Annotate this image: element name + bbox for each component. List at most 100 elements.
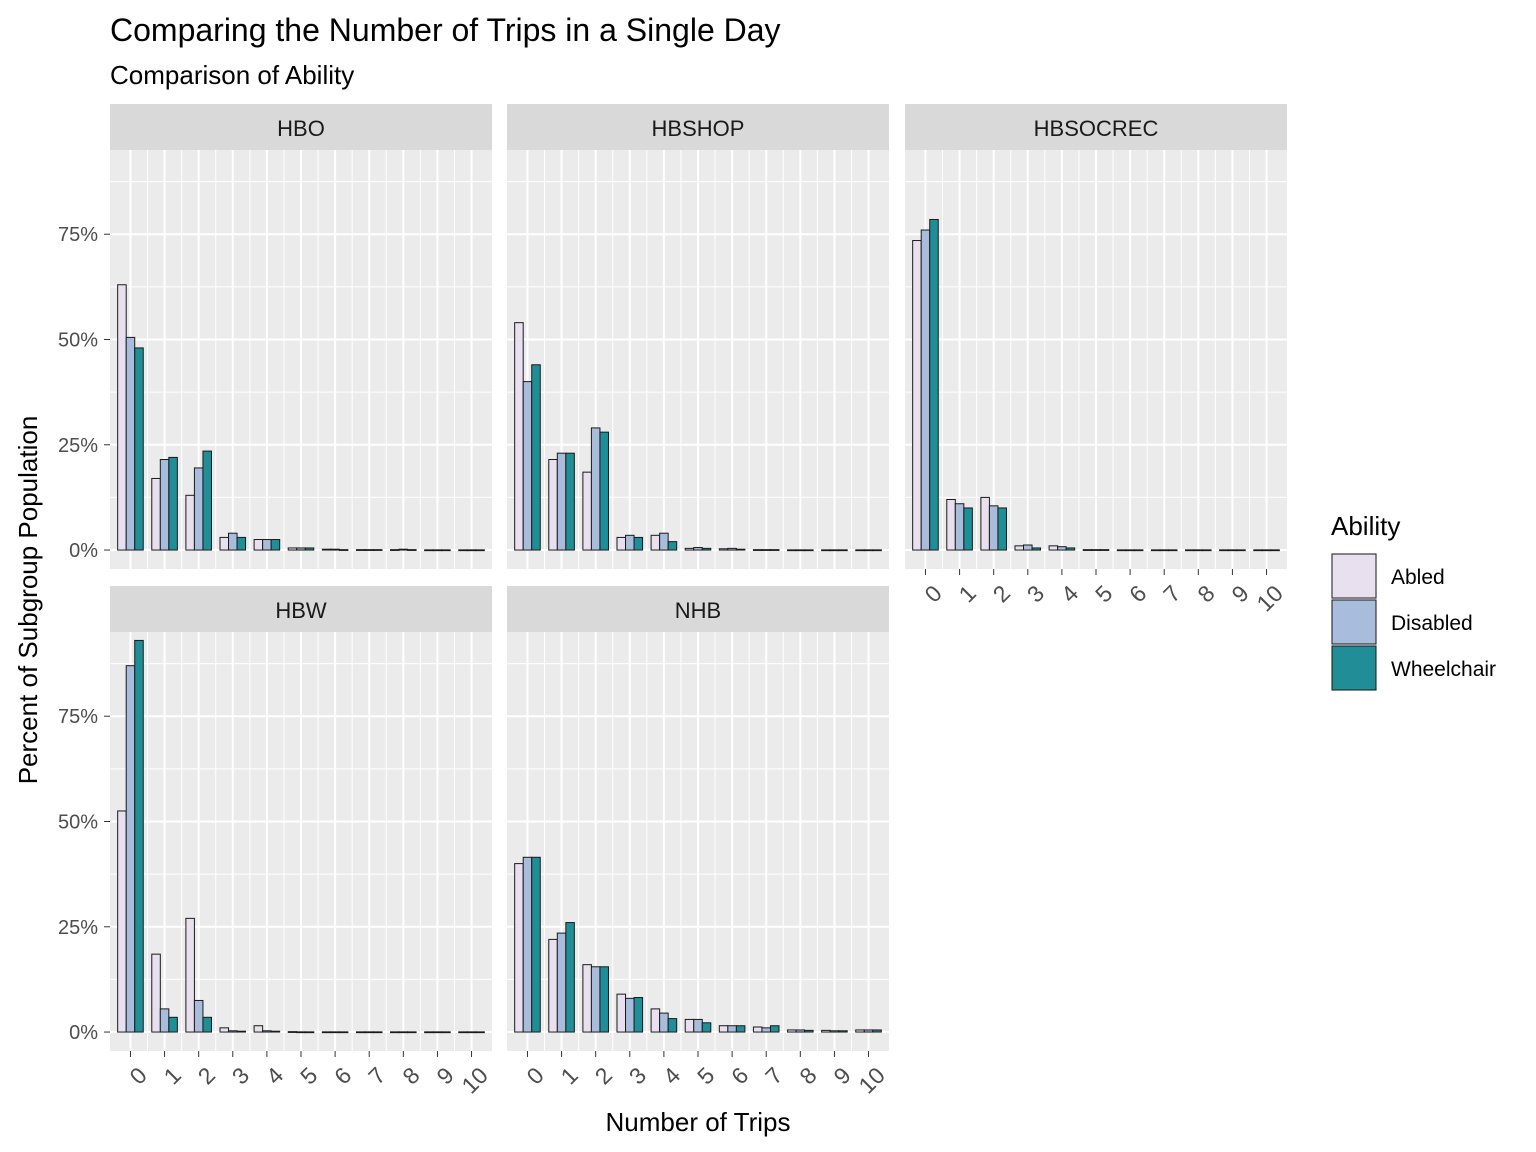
bar-abled-0 [117, 810, 127, 1033]
facet-strip [905, 104, 1287, 150]
panel-hbo: HBO 0% 25% 50% 75% [58, 104, 492, 569]
x-tick-label: 6 [329, 1062, 356, 1089]
bar-disabled-6 [330, 1031, 340, 1034]
bar-wheelchair-2 [599, 431, 609, 551]
bar-abled-4 [650, 534, 661, 551]
bar-wheelchair-2 [997, 507, 1007, 551]
bar-abled-8 [390, 549, 400, 551]
bar-wheelchair-4 [270, 539, 281, 551]
bar-abled-2 [185, 917, 195, 1033]
bar-disabled-0 [125, 665, 136, 1033]
bar-disabled-7 [761, 549, 771, 551]
bar-wheelchair-6 [735, 548, 746, 551]
bar-abled-0 [117, 284, 127, 551]
bar-wheelchair-5 [1099, 549, 1110, 551]
x-tick-label: 5 [692, 1062, 719, 1089]
bar-wheelchair-2 [202, 450, 212, 551]
bar-wheelchair-7 [372, 1031, 383, 1034]
bar-wheelchair-10 [1270, 549, 1280, 552]
bar-wheelchair-0 [531, 364, 541, 551]
x-tick-label: 0 [124, 1062, 151, 1089]
bar-wheelchair-4 [270, 1030, 281, 1033]
bar-abled-7 [752, 549, 763, 551]
bar-abled-10 [1253, 549, 1263, 552]
x-tick-label: 9 [431, 1062, 458, 1089]
bar-wheelchair-8 [407, 1031, 417, 1034]
facet-strip-label: HBSHOP [652, 116, 745, 141]
bar-disabled-0 [522, 856, 533, 1033]
bar-disabled-6 [1125, 549, 1135, 552]
x-tick-label: 10 [456, 1062, 492, 1098]
bar-disabled-6 [330, 548, 340, 551]
bar-disabled-5 [693, 547, 703, 551]
bar-wheelchair-8 [1202, 549, 1212, 552]
bar-disabled-9 [829, 1030, 840, 1033]
bar-wheelchair-0 [134, 639, 144, 1033]
bar-abled-1 [946, 499, 956, 551]
bar-wheelchair-9 [1236, 549, 1246, 552]
x-tick-label: 1 [159, 1062, 186, 1089]
bar-disabled-5 [296, 547, 306, 551]
bar-disabled-4 [262, 539, 272, 551]
bar-abled-6 [1116, 549, 1127, 552]
bar-abled-7 [355, 549, 366, 551]
bar-wheelchair-8 [804, 549, 814, 552]
panel-hbshop: HBSHOP [507, 104, 889, 569]
bar-abled-2 [582, 964, 592, 1033]
x-tick-label: 8 [1192, 580, 1219, 607]
bar-wheelchair-3 [1031, 547, 1042, 551]
bar-wheelchair-1 [565, 452, 575, 551]
bar-abled-9 [1219, 549, 1229, 552]
facet-strip [507, 586, 889, 632]
bar-disabled-5 [693, 1018, 703, 1033]
y-axis-title: Percent of Subgroup Population [13, 416, 43, 785]
facet-strip [110, 104, 492, 150]
facet-strip [507, 104, 889, 150]
bar-wheelchair-9 [838, 549, 848, 552]
bar-wheelchair-2 [599, 966, 609, 1033]
bar-abled-5 [684, 1018, 695, 1033]
bar-disabled-10 [863, 549, 874, 552]
bar-wheelchair-10 [872, 1029, 882, 1033]
bar-disabled-1 [954, 503, 965, 551]
bar-abled-4 [253, 539, 264, 551]
bar-abled-3 [219, 1027, 230, 1033]
legend-key-wheelchair [1331, 645, 1377, 691]
panel-hbw: HBW 0% 25% 50% 75% 0 1 2 3 4 5 6 7 8 910 [58, 586, 493, 1099]
bar-abled-2 [185, 494, 195, 551]
bar-wheelchair-6 [338, 1031, 349, 1034]
bar-disabled-4 [659, 532, 669, 551]
bar-abled-6 [321, 1031, 332, 1034]
bar-abled-2 [980, 496, 990, 551]
bar-disabled-10 [466, 1031, 477, 1034]
bar-wheelchair-7 [1167, 549, 1178, 552]
panel-hbsocrec: HBSOCREC 0 1 2 3 4 5 6 7 8 910 [905, 104, 1288, 617]
bar-abled-1 [548, 938, 558, 1033]
x-tick-label: 1 [556, 1062, 583, 1089]
bar-disabled-7 [364, 1031, 374, 1034]
bar-disabled-2 [193, 999, 204, 1033]
bar-abled-3 [1014, 545, 1025, 551]
bar-disabled-2 [193, 467, 204, 551]
bar-wheelchair-10 [475, 1031, 485, 1034]
x-axis-title: Number of Trips [606, 1107, 791, 1137]
bar-abled-0 [514, 322, 524, 551]
x-tick-label: 8 [397, 1062, 424, 1089]
x-tick-label: 3 [624, 1062, 651, 1089]
bar-disabled-8 [795, 549, 806, 552]
chart-subtitle: Comparison of Ability [110, 60, 354, 90]
bar-abled-5 [287, 547, 298, 551]
bar-abled-4 [650, 1008, 661, 1033]
bar-disabled-1 [556, 932, 567, 1033]
bar-abled-7 [752, 1026, 763, 1033]
bar-abled-5 [684, 547, 695, 551]
x-tick-label: 9 [828, 1062, 855, 1089]
bar-abled-6 [321, 548, 332, 551]
bar-wheelchair-4 [1065, 547, 1076, 551]
bar-wheelchair-2 [202, 1016, 212, 1033]
bar-disabled-3 [1023, 544, 1033, 551]
bar-disabled-4 [659, 1012, 669, 1033]
bar-abled-7 [355, 1031, 366, 1034]
bar-disabled-5 [296, 1031, 306, 1034]
